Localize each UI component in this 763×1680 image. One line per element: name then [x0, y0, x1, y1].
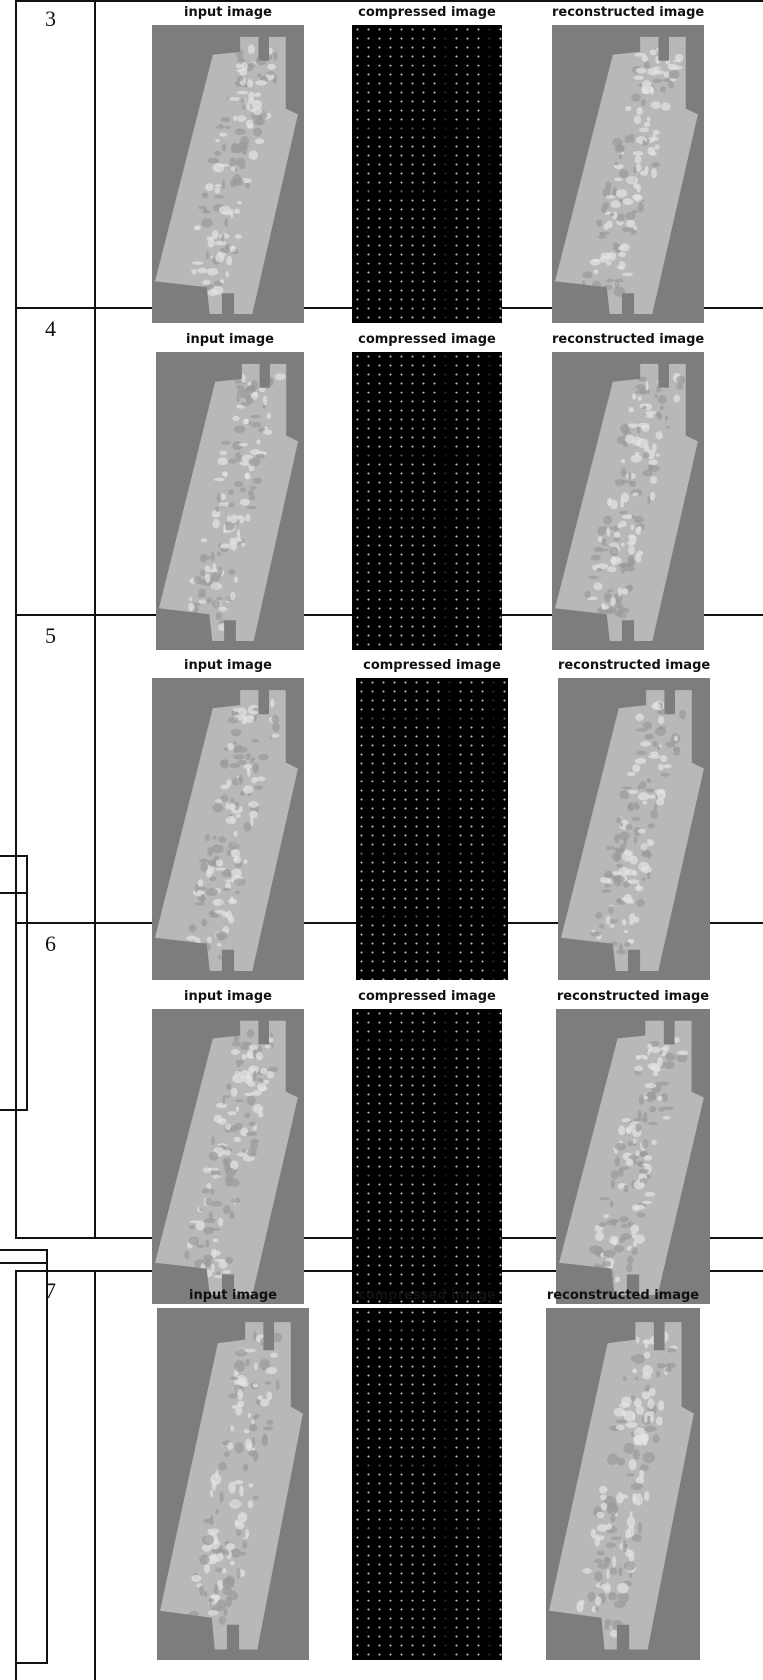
- reconstructed-image-panel: reconstructed image: [552, 332, 704, 650]
- table-left-border: [15, 1270, 17, 1680]
- bracket-line: [0, 1262, 48, 1264]
- compressed-image-title: compressed image: [358, 5, 496, 20]
- compressed-image-panel: compressed image: [352, 989, 502, 1304]
- input-image: [152, 1009, 304, 1304]
- reconstructed-image-panel: reconstructed image: [558, 658, 710, 980]
- reconstructed-image: [552, 352, 704, 650]
- reconstructed-image-title: reconstructed image: [556, 989, 710, 1004]
- compressed-image-title: compressed image: [358, 1288, 496, 1303]
- row-number: 3: [45, 6, 56, 31]
- input-image-panel: input image: [152, 5, 304, 323]
- row-number: 5: [45, 623, 56, 648]
- input-image: [152, 678, 304, 980]
- scan-texture: [183, 698, 280, 960]
- table-top-border: [15, 0, 763, 2]
- bracket-line: [15, 1662, 48, 1664]
- bracket-line: [0, 855, 26, 857]
- reconstructed-image-title: reconstructed image: [552, 332, 705, 347]
- row-number: 6: [45, 931, 56, 956]
- input-image: [152, 25, 304, 323]
- table-column-divider: [94, 1270, 96, 1680]
- reconstructed-image-panel: reconstructed image: [546, 1288, 700, 1660]
- compressed-image-panel: compressed image: [356, 658, 508, 980]
- reconstructed-image: [558, 678, 710, 980]
- input-image-panel: input image: [152, 989, 304, 1304]
- compressed-image-title: compressed image: [358, 989, 496, 1004]
- input-image-title: input image: [184, 5, 272, 20]
- compressed-image: [356, 678, 508, 980]
- scan-texture: [576, 1330, 678, 1640]
- input-image-title: input image: [189, 1288, 277, 1303]
- compressed-image: [352, 1308, 502, 1660]
- input-image-panel: input image: [157, 1288, 309, 1660]
- compressed-image: [352, 25, 502, 323]
- table-left-border: [15, 0, 17, 1237]
- compressed-image: [352, 1009, 502, 1304]
- bracket-line: [46, 1249, 48, 1664]
- reconstructed-image: [546, 1308, 700, 1660]
- input-image-title: input image: [184, 989, 272, 1004]
- reconstructed-image-panel: reconstructed image: [552, 5, 704, 323]
- reconstructed-image: [556, 1009, 710, 1304]
- scan-texture: [580, 47, 684, 304]
- reconstructed-image-panel: reconstructed image: [556, 989, 710, 1304]
- row-number: 7: [45, 1278, 56, 1303]
- reconstructed-image-title: reconstructed image: [558, 658, 711, 673]
- table-column-divider: [94, 0, 96, 1237]
- input-image: [157, 1308, 309, 1660]
- reconstructed-image: [552, 25, 704, 323]
- bracket-line: [0, 1249, 48, 1251]
- input-image: [156, 352, 304, 650]
- scan-strip-shape: [561, 690, 704, 971]
- scan-strip-shape: [549, 1322, 694, 1650]
- row-number: 4: [45, 316, 56, 341]
- reconstructed-image-title: reconstructed image: [552, 5, 705, 20]
- scan-texture: [584, 372, 686, 625]
- compressed-image-panel: compressed image: [352, 332, 502, 650]
- compressed-image-title: compressed image: [363, 658, 501, 673]
- input-image-panel: input image: [156, 332, 304, 650]
- input-image-panel: input image: [152, 658, 304, 980]
- bracket-line: [26, 855, 28, 1111]
- reconstructed-image-title: reconstructed image: [546, 1288, 700, 1303]
- input-image-title: input image: [186, 332, 274, 347]
- bracket-line: [0, 1109, 28, 1111]
- compressed-image: [352, 352, 502, 650]
- scan-strip-shape: [555, 363, 698, 642]
- scan-texture: [182, 373, 286, 631]
- input-image-title: input image: [184, 658, 272, 673]
- scan-texture: [182, 1330, 283, 1639]
- compressed-image-panel: compressed image: [352, 1288, 502, 1660]
- compressed-image-panel: compressed image: [352, 5, 502, 323]
- bracket-line: [0, 892, 26, 894]
- scan-texture: [184, 44, 278, 299]
- compressed-image-title: compressed image: [358, 332, 496, 347]
- scan-strip-shape: [155, 36, 298, 315]
